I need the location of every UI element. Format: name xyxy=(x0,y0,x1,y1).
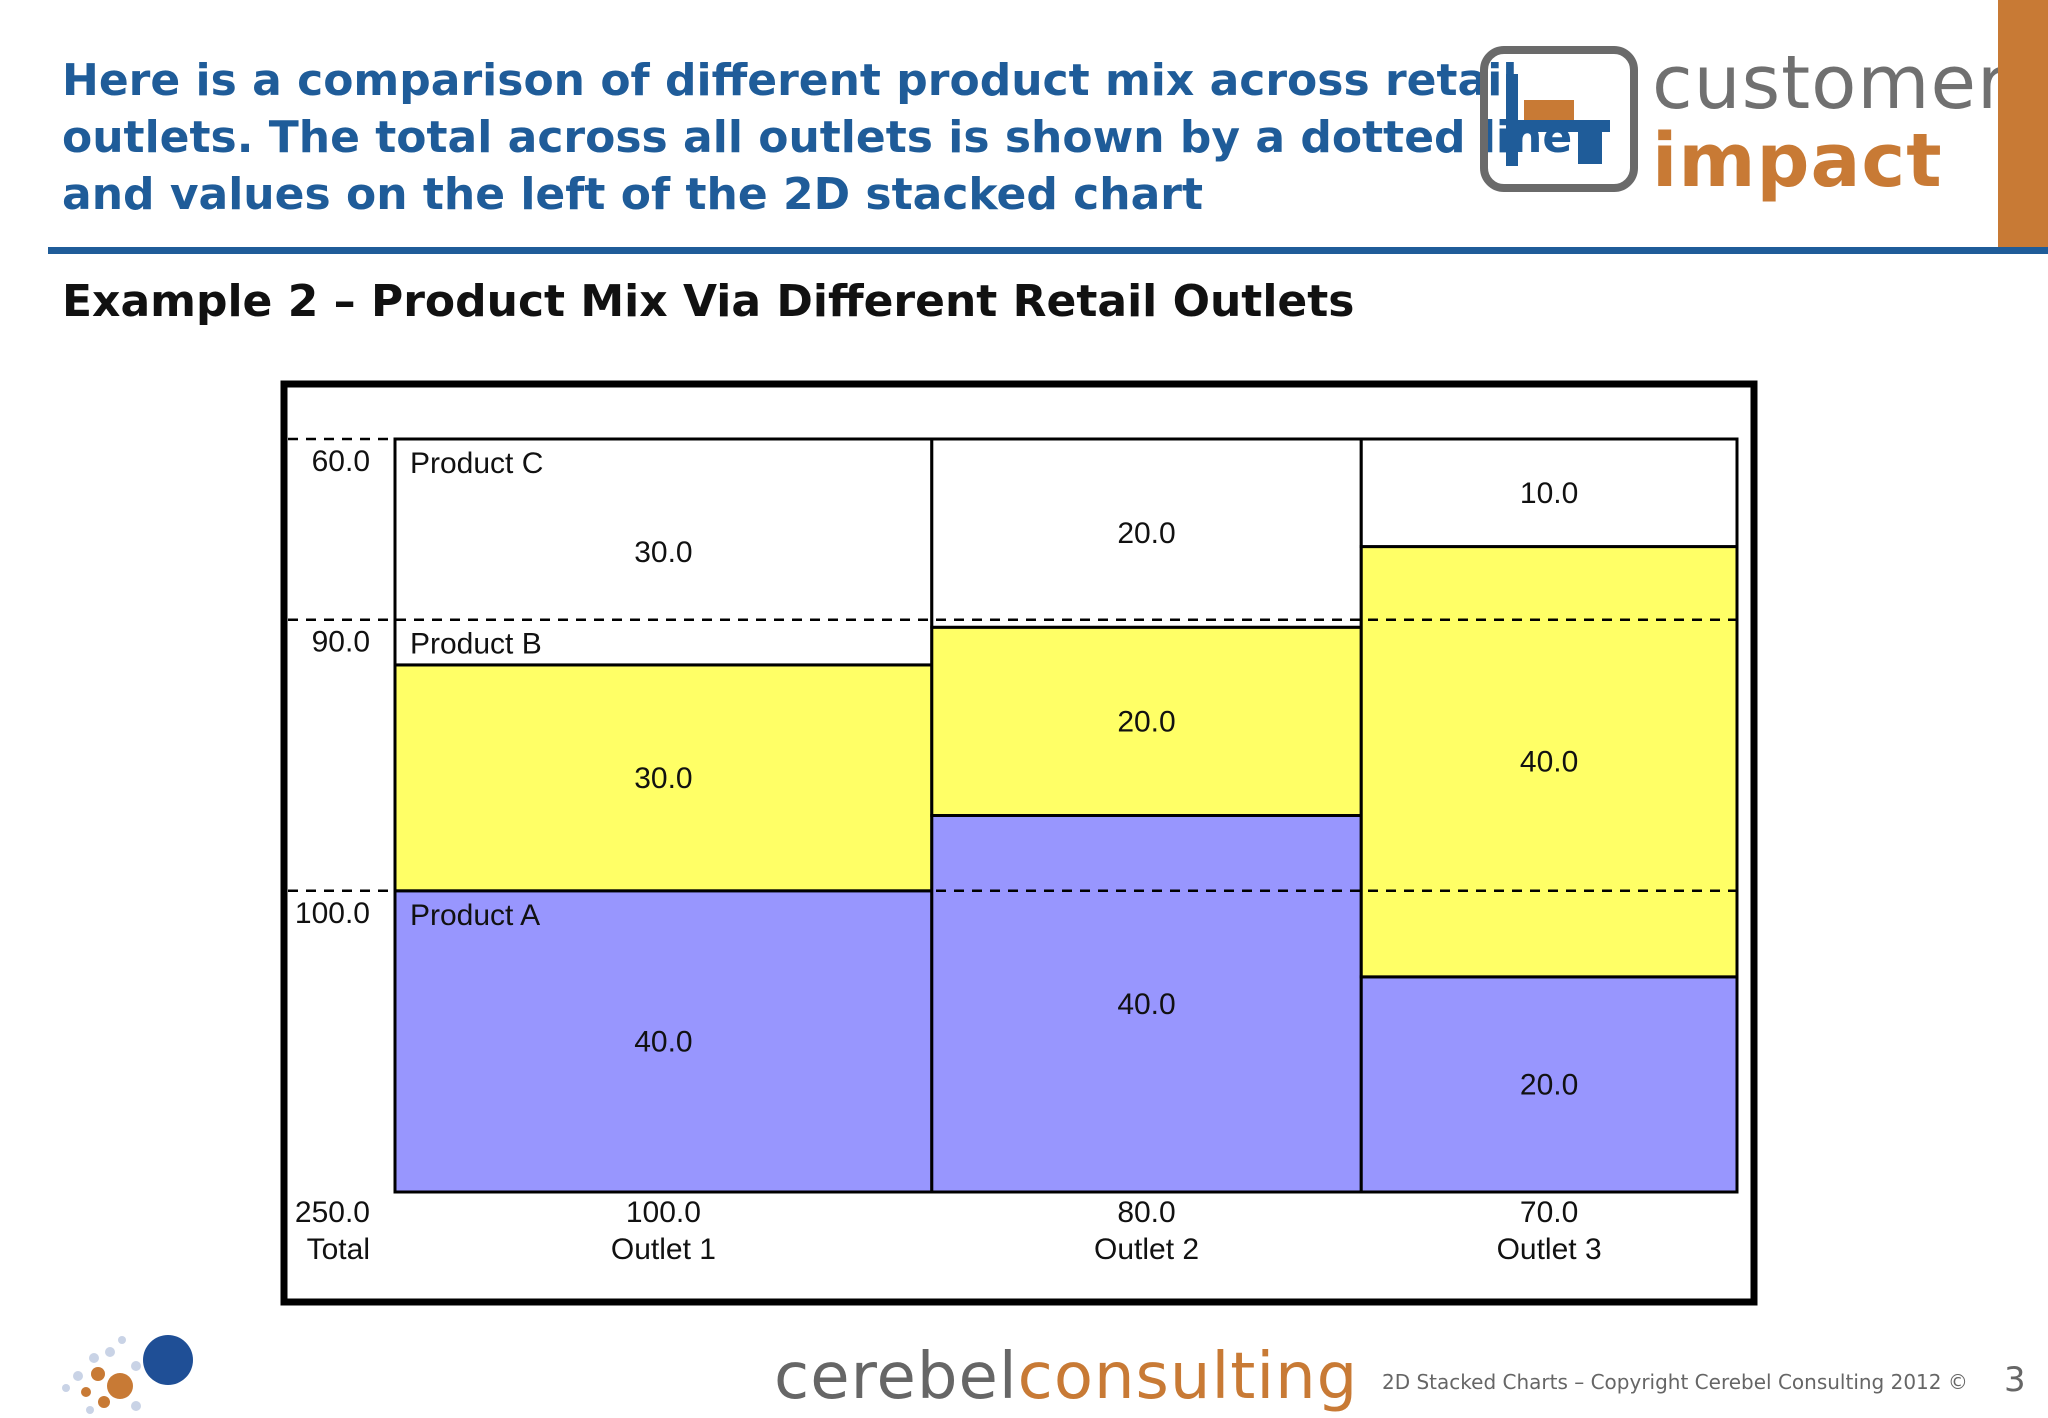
overall-series-total-label: 100.0 xyxy=(295,897,370,930)
logo-word-customer: customer xyxy=(1652,40,2009,126)
category-label: Outlet 1 xyxy=(611,1233,716,1266)
cerebel-dots-logo-icon xyxy=(62,1335,193,1414)
customer-impact-logo-icon xyxy=(1480,46,1638,192)
header-divider xyxy=(48,247,2048,254)
bar-product-c-outlet-1 xyxy=(393,437,934,667)
data-label: 40.0 xyxy=(1520,746,1578,779)
category-label: Outlet 2 xyxy=(1094,1233,1199,1266)
headline-line-1: Here is a comparison of different produc… xyxy=(62,55,1518,106)
data-label: 30.0 xyxy=(634,762,692,795)
slide-subtitle: Example 2 – Product Mix Via Different Re… xyxy=(62,276,1355,327)
logo-word-impact: impact xyxy=(1652,118,1943,204)
series-name-label: Product A xyxy=(410,899,540,932)
page-number: 3 xyxy=(2004,1360,2026,1400)
bar-product-b-outlet-3 xyxy=(1359,545,1739,979)
copyright-text: 2D Stacked Charts – Copyright Cerebel Co… xyxy=(1382,1370,1968,1394)
brand-part-1: cerebel xyxy=(774,1340,1018,1414)
category-total-label: 100.0 xyxy=(626,1196,701,1229)
header-accent-bar xyxy=(1998,0,2048,247)
series-name-label: Product B xyxy=(410,628,542,661)
bar-product-c-outlet-3 xyxy=(1359,437,1739,549)
category-total-label: 70.0 xyxy=(1520,1196,1578,1229)
bar-product-b-outlet-1 xyxy=(393,663,934,893)
overall-series-total-label: 60.0 xyxy=(312,445,370,478)
slide-headline: Here is a comparison of different produc… xyxy=(62,52,1573,223)
brand-part-2: consulting xyxy=(1017,1340,1359,1414)
cerebel-consulting-brand: cerebelconsulting xyxy=(774,1340,1358,1414)
bar-product-a-outlet-2 xyxy=(930,814,1363,1194)
data-label: 40.0 xyxy=(634,1025,692,1058)
grand-total-value: 250.0 xyxy=(295,1196,370,1229)
data-label: 20.0 xyxy=(1117,517,1175,550)
series-name-label: Product C xyxy=(410,447,543,480)
headline-line-2: outlets. The total across all outlets is… xyxy=(62,112,1573,163)
overall-series-total-label: 90.0 xyxy=(312,626,370,659)
bar-product-a-outlet-3 xyxy=(1359,975,1739,1194)
grand-total-label: Total xyxy=(307,1233,370,1266)
data-label: 30.0 xyxy=(634,536,692,569)
category-label: Outlet 3 xyxy=(1497,1233,1602,1266)
category-total-label: 80.0 xyxy=(1117,1196,1175,1229)
data-label: 10.0 xyxy=(1520,477,1578,510)
data-label: 20.0 xyxy=(1520,1068,1578,1101)
data-label: 20.0 xyxy=(1117,705,1175,738)
data-label: 40.0 xyxy=(1117,988,1175,1021)
headline-line-3: and values on the left of the 2D stacked… xyxy=(62,169,1203,220)
